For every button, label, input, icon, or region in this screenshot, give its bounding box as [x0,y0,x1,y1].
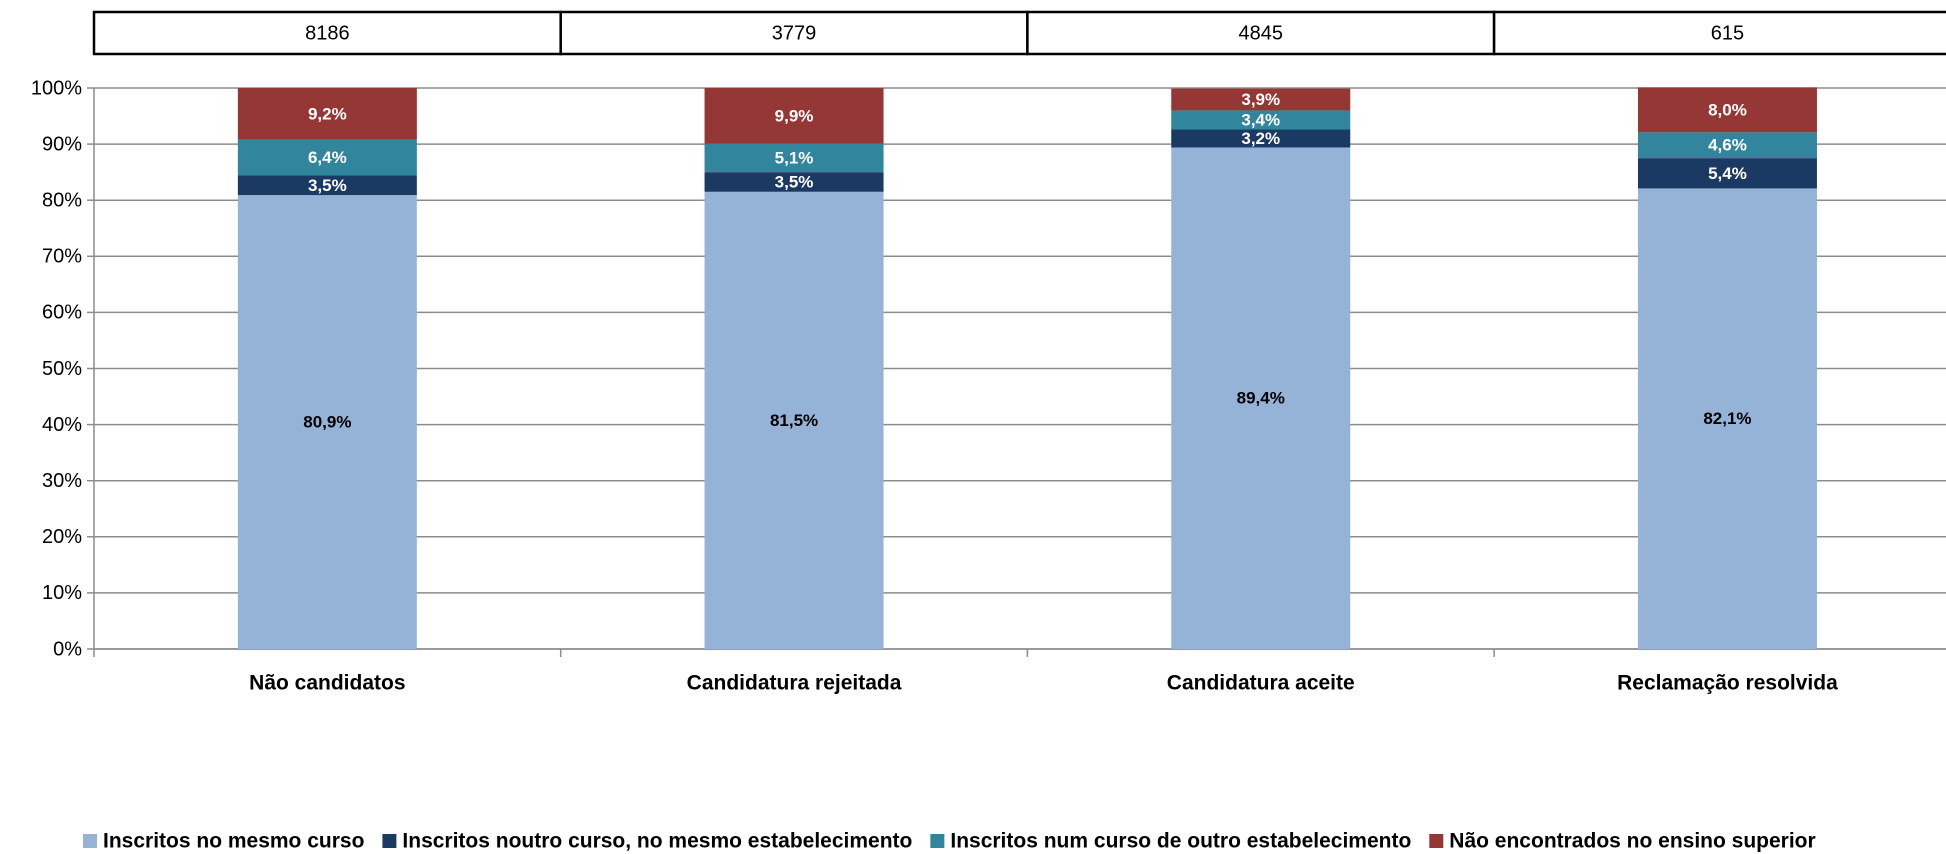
bar-segment [1171,147,1351,649]
y-tick-label: 0% [53,638,82,660]
data-label: 5,1% [775,148,814,167]
y-tick-label: 100% [31,77,82,99]
data-label: 9,2% [308,104,347,123]
data-label: 9,9% [775,106,814,125]
bar-segment [1637,87,1817,133]
table-cell [559,10,1029,56]
bar-segment [704,88,884,144]
y-tick-label: 70% [42,246,82,268]
data-label: 80,9% [303,413,351,432]
table-value: 4845 [1239,22,1284,44]
table-value: 615 [1711,22,1744,44]
bar-segment [1637,132,1817,159]
data-label: 3,2% [1241,129,1280,148]
legend-swatch [83,834,97,848]
y-tick-label: 30% [42,470,82,492]
legend-label: Inscritos no mesmo curso [103,830,364,853]
bar-segment [1637,188,1817,649]
legend-swatch [382,834,397,848]
legend-label: Inscritos noutro curso, no mesmo estabel… [402,830,912,853]
table-value: 8186 [305,22,350,44]
y-tick-label: 40% [42,414,82,436]
data-label: 6,4% [308,148,347,167]
bar-segment [1171,110,1351,130]
table-cell [92,10,562,56]
bar-segment [237,88,417,140]
x-tick-label: Reclamação resolvida [1617,672,1838,695]
data-label: 5,4% [1708,164,1747,183]
bar-segment [237,139,417,176]
data-label: 3,9% [1241,90,1280,109]
bar-segment [1171,129,1351,148]
bar-segment [1637,158,1817,189]
legend-swatch [930,834,945,848]
table-cell [1492,10,1946,56]
y-tick-label: 50% [42,358,82,380]
y-tick-label: 10% [42,582,82,604]
data-label: 8,0% [1708,100,1747,119]
x-tick-label: Candidatura aceite [1167,672,1355,695]
bar-segment [704,172,884,192]
data-label: 4,6% [1708,136,1747,155]
data-label: 3,4% [1241,110,1280,129]
y-tick-label: 20% [42,526,82,548]
data-label: 3,5% [775,172,814,191]
x-tick-label: Não candidatos [249,672,405,695]
table-value: 3779 [772,22,817,44]
bar-segment [237,195,417,649]
x-tick-label: Candidatura rejeitada [687,672,902,695]
legend-swatch [1429,834,1444,848]
legend-label: Não encontrados no ensino superior [1449,830,1815,853]
y-tick-label: 90% [42,133,82,155]
y-tick-label: 60% [42,302,82,324]
bar-segment [1171,88,1351,111]
bar-segment [704,191,884,649]
data-label: 81,5% [770,411,818,430]
bar-segment [237,175,417,196]
data-label: 3,5% [308,176,347,195]
bar-segment [704,143,884,173]
legend-label: Inscritos num curso de outro estabelecim… [950,830,1411,853]
data-label: 89,4% [1237,389,1285,408]
data-label: 82,1% [1703,409,1751,428]
table-cell [1026,10,1496,56]
y-tick-label: 80% [42,189,82,211]
